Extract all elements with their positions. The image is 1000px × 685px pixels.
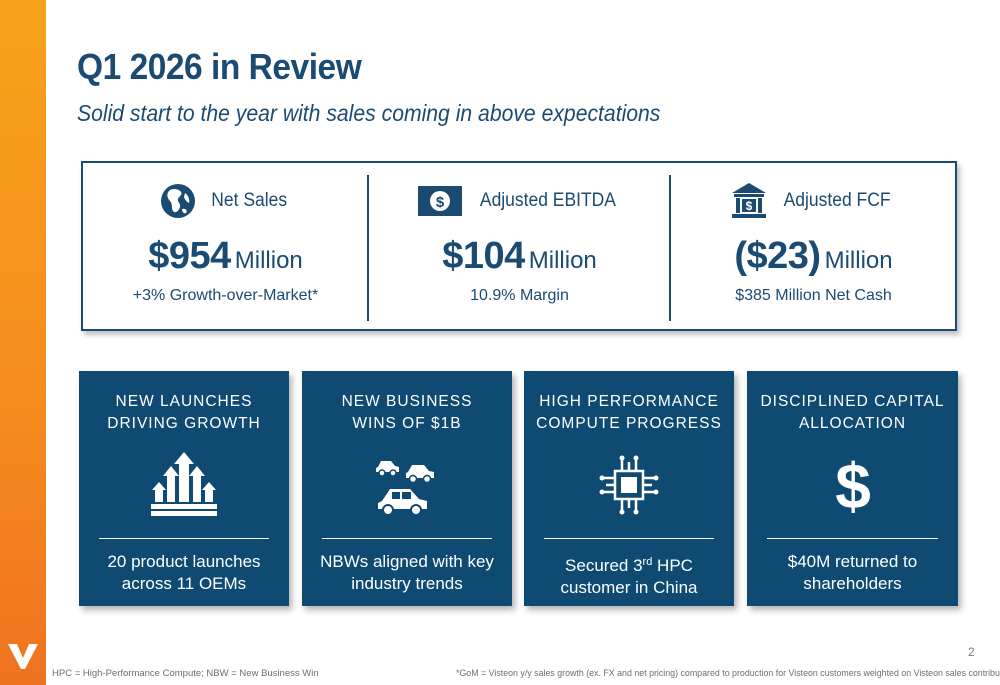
adjusted-ebitda-amount: $104 bbox=[442, 235, 525, 277]
adjusted-ebitda-label: Adjusted EBITDA bbox=[479, 190, 616, 211]
page-number: 2 bbox=[968, 645, 975, 659]
card-divider bbox=[544, 538, 714, 539]
growth-arrows-icon bbox=[151, 452, 217, 516]
footnote-abbreviations: HPC = High-Performance Compute; NBW = Ne… bbox=[52, 668, 319, 679]
svg-text:$: $ bbox=[835, 452, 871, 518]
card-body-superscript: rd bbox=[642, 556, 653, 568]
adjusted-fcf-label: Adjusted FCF bbox=[784, 190, 891, 211]
net-sales-value: $954 Million bbox=[83, 235, 368, 278]
financial-summary-panel: Net Sales $954 Million +3% Growth-over-Ma… bbox=[81, 161, 957, 331]
card-divider bbox=[322, 538, 492, 539]
card-body: 20 product launches across 11 OEMs bbox=[107, 552, 261, 593]
net-sales-unit: Million bbox=[234, 247, 303, 274]
card-divider bbox=[99, 538, 269, 539]
highlight-card-hpc-progress: HIGH PERFORMANCE COMPUTE PROGRESS Secure… bbox=[524, 371, 734, 606]
adjusted-fcf-amount: ($23) bbox=[734, 235, 821, 277]
card-title: HIGH PERFORMANCE COMPUTE PROGRESS bbox=[536, 393, 722, 432]
brand-side-bar bbox=[0, 0, 46, 685]
card-body: Secured 3rd HPC customer in China bbox=[528, 551, 730, 599]
svg-text:$: $ bbox=[746, 199, 753, 213]
dollar-bill-icon: $ bbox=[417, 186, 462, 216]
card-body-text: Secured 3 bbox=[565, 556, 643, 575]
dollar-sign-icon: $ bbox=[835, 452, 871, 518]
bank-icon: $ bbox=[732, 183, 767, 218]
net-sales-metric: Net Sales $954 Million +3% Growth-over-Ma… bbox=[83, 163, 368, 329]
visteon-logo-icon bbox=[8, 644, 38, 669]
card-divider bbox=[767, 538, 938, 539]
card-title: NEW BUSINESS WINS OF $1B bbox=[341, 393, 473, 432]
adjusted-fcf-unit: Million bbox=[824, 247, 893, 274]
net-sales-amount: $954 bbox=[148, 235, 231, 277]
card-title: NEW LAUNCHES DRIVING GROWTH bbox=[107, 393, 261, 432]
chip-icon bbox=[599, 455, 659, 515]
net-sales-label: Net Sales bbox=[211, 190, 288, 211]
card-body-text: HPC customer in China bbox=[560, 556, 698, 597]
footnote-gom-definition: *GoM = Visteon y/y sales growth (ex. FX … bbox=[456, 668, 1000, 679]
globe-icon bbox=[161, 184, 196, 218]
page-subtitle: Solid start to the year with sales comin… bbox=[77, 100, 661, 126]
svg-text:$: $ bbox=[435, 194, 444, 211]
highlight-card-new-business: NEW BUSINESS WINS OF $1B NBWs aligned wi… bbox=[302, 371, 512, 606]
adjusted-ebitda-margin: 10.9% Margin bbox=[470, 287, 569, 304]
adjusted-fcf-metric: $ Adjusted FCF ($23) Million $385 Million… bbox=[671, 163, 956, 329]
summary-divider bbox=[669, 175, 671, 321]
net-sales-growth: +3% Growth-over-Market* bbox=[132, 287, 319, 304]
highlight-card-new-launches: NEW LAUNCHES DRIVING GROWTH 20 product l… bbox=[79, 371, 289, 606]
highlight-card-capital-allocation: DISCIPLINED CAPITAL ALLOCATION $ $40M re… bbox=[747, 371, 958, 606]
cars-icon bbox=[376, 461, 434, 516]
net-cash-note: $385 Million Net Cash bbox=[735, 287, 892, 304]
summary-divider bbox=[367, 175, 369, 321]
card-body: $40M returned to shareholders bbox=[787, 552, 918, 593]
page-title: Q1 2026 in Review bbox=[77, 46, 362, 87]
adjusted-ebitda-value: $104 Million bbox=[369, 235, 670, 278]
adjusted-ebitda-metric: $ Adjusted EBITDA $104 Million 10.9% Marg… bbox=[369, 163, 670, 329]
adjusted-fcf-value: ($23) Million bbox=[671, 235, 956, 278]
card-title: DISCIPLINED CAPITAL ALLOCATION bbox=[760, 393, 945, 432]
adjusted-ebitda-unit: Million bbox=[528, 247, 597, 274]
card-body: NBWs aligned with key industry trends bbox=[320, 552, 494, 593]
